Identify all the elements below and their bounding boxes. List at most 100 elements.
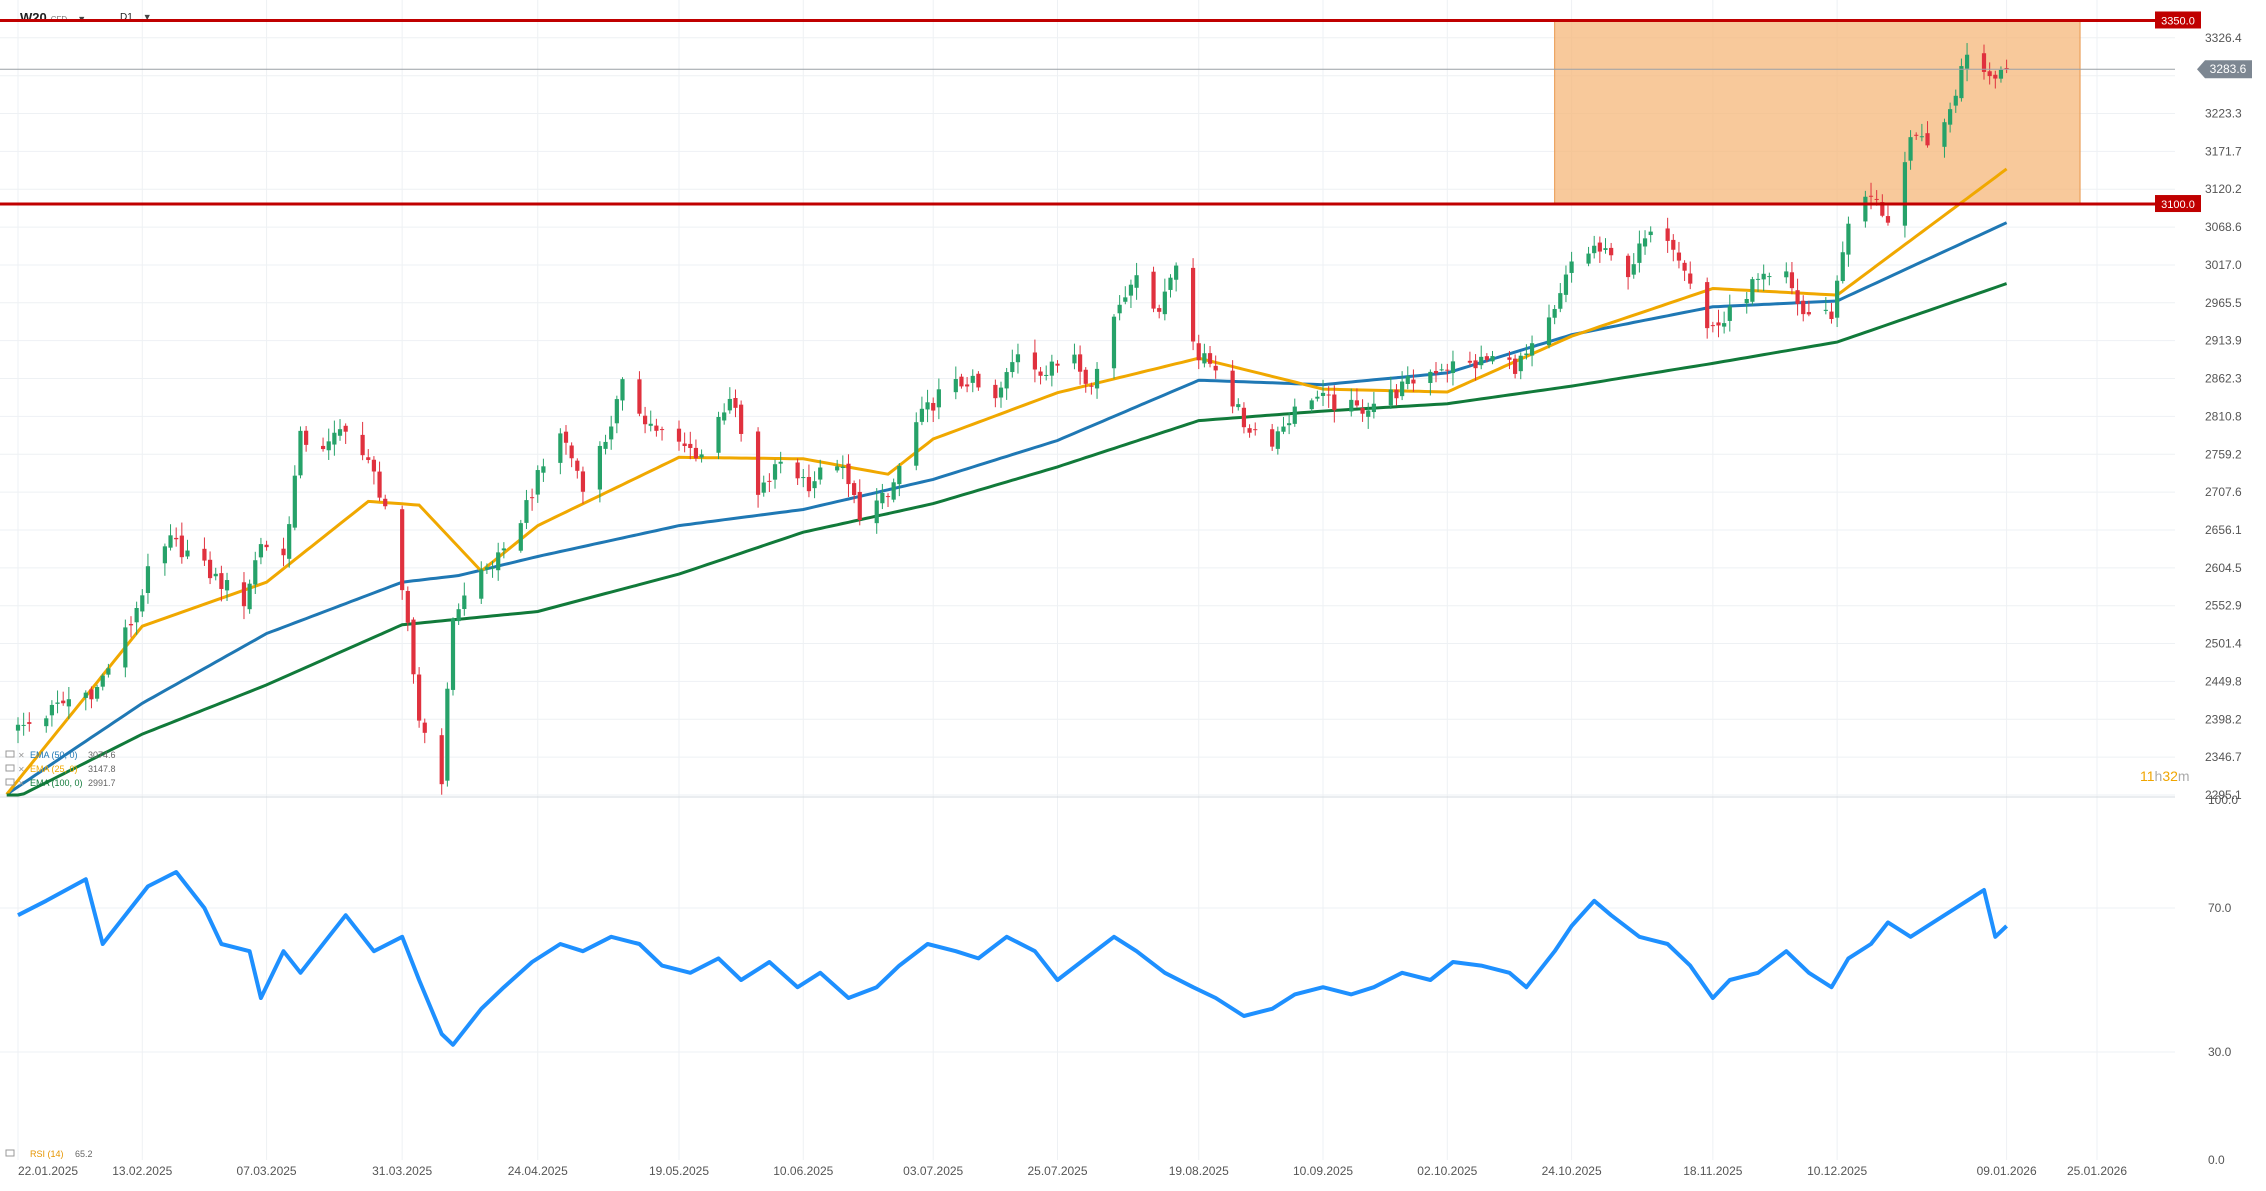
rsi-tick-label: 100.0 [2208,793,2238,807]
price-tick-label: 3017.0 [2205,258,2242,272]
candle [976,371,981,391]
candle [1801,295,1806,322]
candle [1609,242,1614,261]
candle [484,563,490,575]
candle [1320,379,1326,407]
candle [885,493,891,507]
candle [1349,388,1354,417]
candle [320,437,326,452]
candle [1292,398,1297,427]
candle [496,542,501,581]
price-tick-label: 3223.3 [2205,107,2242,121]
candle [1371,391,1376,419]
candle [931,397,936,423]
candle [1287,412,1292,435]
candle [1083,367,1088,393]
candle [1716,309,1721,338]
candle [569,442,574,468]
candle [140,589,145,617]
candle [1552,305,1557,325]
candle [806,464,812,498]
candle [1755,273,1761,292]
rsi-tick-label: 30.0 [2208,1045,2232,1059]
candle [1332,385,1337,423]
last-price-value: 3283.6 [2210,62,2247,76]
candle [852,480,857,504]
candle [1648,226,1653,243]
candle [123,619,128,678]
candle [264,540,269,551]
candle [642,406,648,434]
candle [66,687,71,720]
candle [558,428,563,475]
candle [1880,194,1885,218]
candle [332,420,337,456]
candle [1038,366,1043,385]
legend-eye-icon[interactable] [5,750,15,758]
legend-eye-icon[interactable] [5,778,15,786]
candle [959,373,964,389]
candle [377,461,382,502]
candle [224,572,230,602]
candle [1157,304,1162,319]
candle [343,423,348,444]
price-tick-label: 2759.2 [2205,447,2242,461]
x-tick-label: 07.03.2025 [237,1164,297,1178]
candle [1490,350,1495,365]
price-tick-label: 2398.2 [2205,712,2242,726]
candle [1806,300,1811,317]
candle [1953,89,1958,113]
x-tick-label: 10.12.2025 [1807,1164,1867,1178]
legend-eye-icon[interactable] [5,764,15,772]
candle [1987,62,1992,85]
price-tick-label: 3326.4 [2205,31,2242,45]
candle [1281,416,1286,435]
ema-line-2 [6,282,2008,797]
candle [1326,386,1331,408]
candle [145,553,151,604]
candle [55,690,60,714]
candle [1993,70,1998,89]
candle [1360,399,1365,422]
timeframe-selector[interactable]: D1 ▼ [120,12,152,23]
legend-remove-icon[interactable]: ✕ [18,751,25,760]
candle [654,418,659,437]
candle [1213,355,1218,379]
candle [524,489,529,530]
candle [1162,278,1167,321]
legend-remove-icon[interactable]: ✕ [18,779,25,788]
candle [688,431,693,460]
candle [1642,230,1648,255]
candle [659,426,665,441]
candle [1597,236,1602,263]
candle [1117,295,1122,321]
x-tick-label: 31.03.2025 [372,1164,432,1178]
rsi-line [17,870,2008,1047]
candle [998,381,1004,408]
rsi-tick-label: 0.0 [2208,1153,2225,1167]
candle [168,524,173,551]
candle [1128,279,1134,308]
candle [1473,354,1478,381]
candle [1089,382,1094,395]
rsi-legend-eye-icon[interactable] [5,1149,15,1157]
candle [699,449,704,463]
candle [965,377,970,393]
target-zone[interactable] [1554,19,2081,205]
x-tick-label: 03.07.2025 [903,1164,963,1178]
candle [840,455,845,480]
legend-label-0: EMA (50, 0) [30,750,78,760]
candle [1275,426,1280,455]
candle [417,667,422,728]
candle [326,428,331,460]
candle [1094,362,1100,399]
legend-remove-icon[interactable]: ✕ [18,765,25,774]
candle [287,516,292,568]
candle [422,718,427,744]
price-tick-label: 2346.7 [2205,750,2242,764]
candle [739,400,744,442]
candle [1196,334,1201,370]
candle [801,469,806,488]
price-tick-label: 2295.1 [2205,788,2242,802]
